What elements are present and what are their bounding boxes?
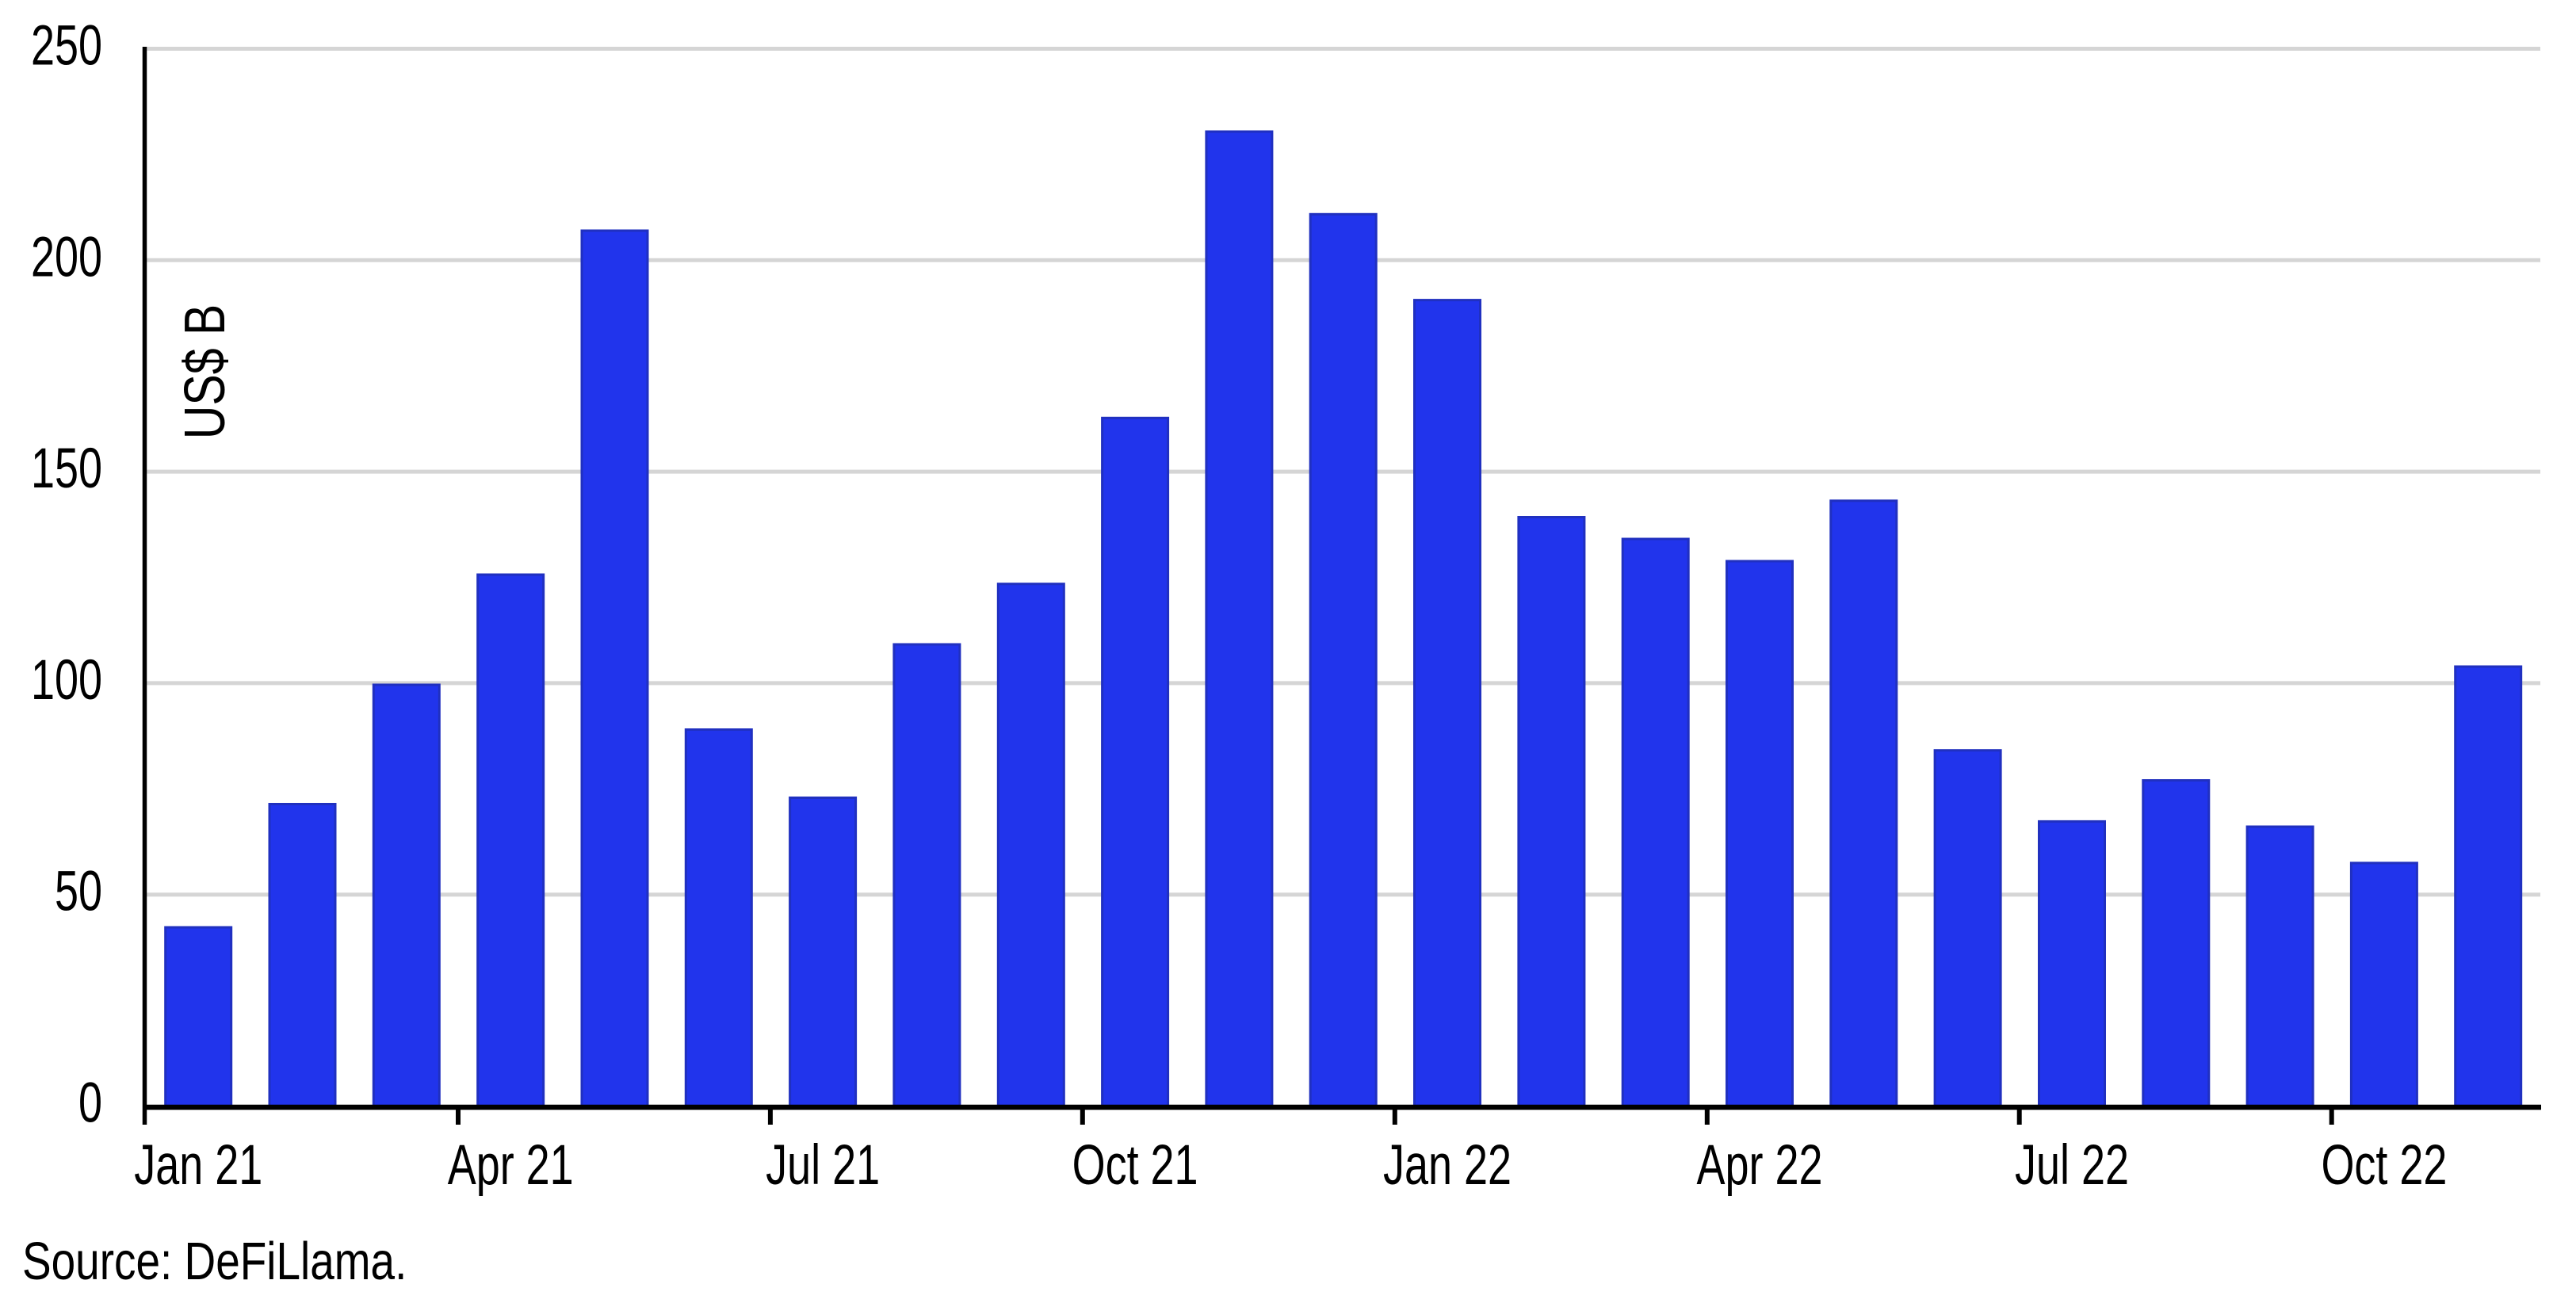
svg-text:50: 50 <box>55 861 102 923</box>
svg-text:0: 0 <box>78 1072 102 1134</box>
svg-text:Source: DeFiLlama.: Source: DeFiLlama. <box>22 1232 407 1290</box>
svg-text:100: 100 <box>31 649 102 712</box>
svg-text:Jan 22: Jan 22 <box>1383 1134 1512 1197</box>
svg-text:Apr 22: Apr 22 <box>1697 1134 1823 1197</box>
svg-text:Jul 22: Jul 22 <box>2015 1134 2129 1197</box>
svg-text:150: 150 <box>31 438 102 500</box>
svg-text:Oct 21: Oct 21 <box>1072 1134 1198 1197</box>
svg-text:Apr 21: Apr 21 <box>448 1134 574 1197</box>
svg-text:Oct 22: Oct 22 <box>2321 1134 2447 1197</box>
svg-text:Jul 21: Jul 21 <box>766 1134 880 1197</box>
svg-text:US$ B: US$ B <box>172 304 236 440</box>
svg-text:200: 200 <box>31 226 102 288</box>
svg-text:250: 250 <box>31 14 102 77</box>
svg-text:Jan 21: Jan 21 <box>134 1134 262 1197</box>
